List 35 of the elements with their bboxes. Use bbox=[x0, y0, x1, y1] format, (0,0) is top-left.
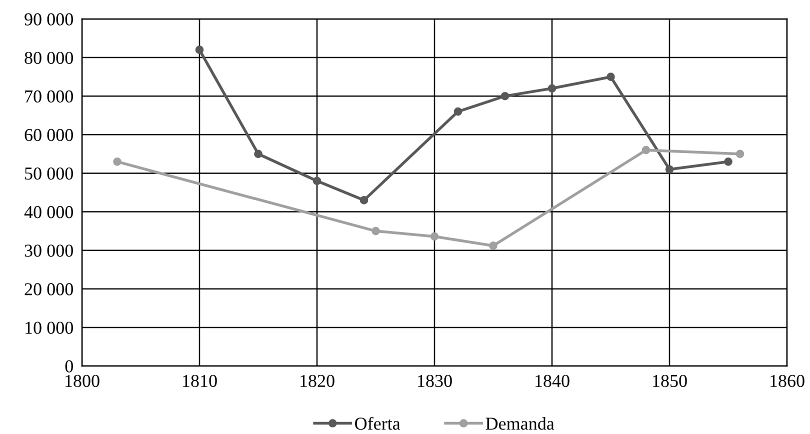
point bbox=[372, 226, 380, 236]
x-tick-label: 1820 bbox=[300, 374, 334, 388]
y-tick-label: 60 000 bbox=[24, 128, 73, 142]
y-tick-label: 10 000 bbox=[26, 322, 73, 334]
point bbox=[430, 232, 439, 241]
point bbox=[113, 157, 122, 166]
point bbox=[254, 150, 262, 158]
y-tick-label: 40 000 bbox=[24, 206, 73, 218]
legend-label: Demanda bbox=[486, 417, 554, 430]
legend-label: Oferta bbox=[355, 416, 400, 430]
point bbox=[665, 165, 674, 174]
point bbox=[606, 72, 615, 81]
point bbox=[360, 196, 368, 204]
point bbox=[548, 84, 556, 93]
point bbox=[195, 46, 204, 54]
x-tick-label: 1860 bbox=[770, 374, 804, 388]
point bbox=[642, 146, 650, 154]
point bbox=[489, 242, 498, 250]
x-tick-label: 1840 bbox=[536, 374, 570, 388]
y-tick-label: 30 000 bbox=[24, 244, 73, 257]
x-tick-label: 1800 bbox=[66, 374, 100, 388]
y-tick-label: 80 000 bbox=[24, 52, 73, 64]
y-tick-label: 0 bbox=[65, 360, 73, 372]
y-tick-label: 90 000 bbox=[24, 13, 73, 26]
x-tick-label: 1830 bbox=[418, 374, 452, 388]
y-tick-label: 50 000 bbox=[25, 167, 73, 180]
x-tick-label: 1810 bbox=[183, 374, 217, 388]
y-tick-label: 70 000 bbox=[25, 90, 73, 103]
point bbox=[724, 157, 732, 166]
point bbox=[312, 176, 322, 186]
point bbox=[736, 150, 744, 158]
x-tick-label: 1850 bbox=[653, 374, 687, 388]
point bbox=[454, 107, 462, 116]
point bbox=[500, 92, 510, 100]
y-tick-label: 20 000 bbox=[24, 283, 73, 296]
